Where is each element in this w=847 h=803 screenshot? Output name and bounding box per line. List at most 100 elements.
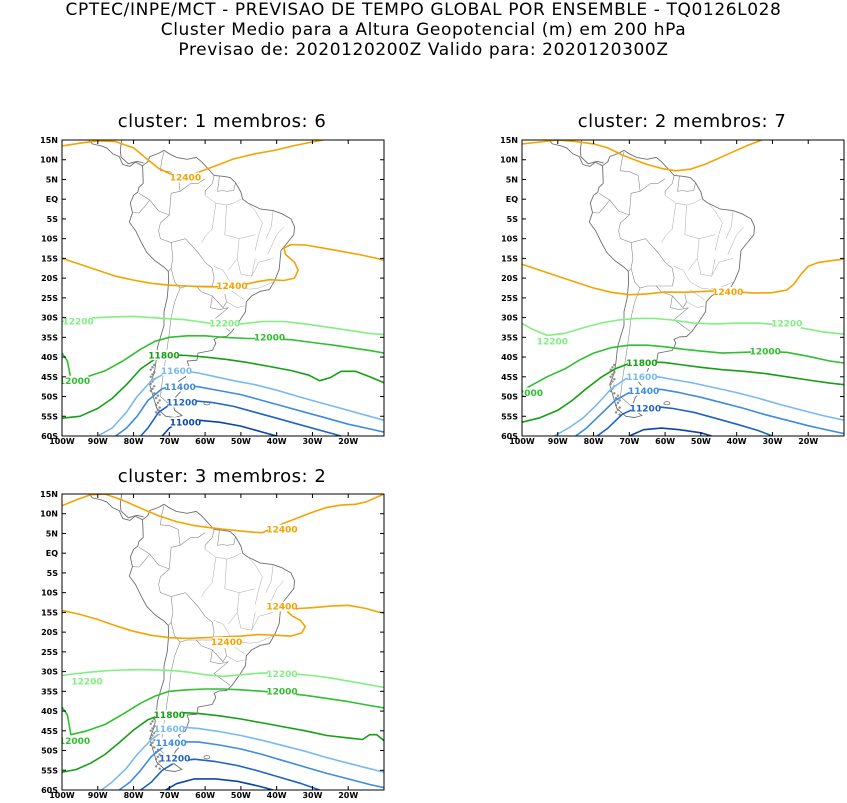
island-dot [611,380,614,383]
contour-label-bg [627,371,656,382]
island-dot [158,406,161,409]
lat-tick-label: 50S [41,747,58,756]
state-border [673,266,691,283]
island-dot [149,375,152,378]
state-border [251,258,274,277]
lon-tick-label: 30W [302,791,322,800]
contour-label-bg [217,281,246,292]
island-dot [154,758,158,761]
state-border [247,202,263,251]
lat-tick-label: 5S [507,215,519,224]
island-dot [153,370,156,374]
lat-tick-label: 40S [41,353,58,362]
lon-tick-label: 20W [338,437,358,446]
island-dot [158,413,161,416]
lat-tick-label: 50S [41,393,58,402]
contour-label-bg [171,417,200,428]
island-dot [151,727,154,730]
contour-label: 11800 [148,351,179,361]
panel-3-svg: 12400 12400 12400 12200 12200 12000 12000 11800… [40,490,385,800]
country-border [160,505,206,546]
contour-label: 11600 [626,373,657,383]
island-dot [158,760,161,763]
country-border [592,199,610,214]
state-border [237,238,256,277]
island-dot [151,734,154,737]
lat-tick-label: 40S [501,353,518,362]
country-border [132,199,150,214]
contour-11000 [161,419,277,436]
state-border [228,612,238,625]
lat-tick-label: 60S [41,786,58,795]
contour-11200 [140,758,320,790]
contour-label: 11800 [626,359,657,369]
country-border [138,191,181,216]
contour-label: 12400 [712,288,743,298]
country-border [630,268,673,289]
state-border [690,281,734,290]
contour-12200 [62,668,384,689]
state-border [213,266,231,283]
lat-tick-label: 55S [501,412,518,421]
island-dot [153,739,156,742]
island-dot [149,368,152,371]
country-border [664,175,675,196]
island-dot [156,408,160,412]
lat-tick-label: 35S [501,333,518,342]
lat-tick-label: 10S [41,235,58,244]
lon-tick-label: 40W [267,437,287,446]
island-dot [156,762,160,766]
lat-tick-label: 20S [41,274,58,283]
island-dot [613,363,616,367]
lat-tick-label: 10N [500,156,518,165]
island-dot [153,385,156,388]
state-border [204,549,242,560]
island-dot [613,392,616,395]
map-content: 12400 12400 12400 12200 12200 12000 12000 11800… [62,494,384,790]
state-border [226,301,245,308]
lon-tick-label: 80W [584,437,604,446]
panel-2-title: cluster: 2 membros: 7 [577,111,787,132]
lat-tick-label: 45S [41,727,58,736]
island-dot [156,401,160,405]
coastline-central-america [548,140,603,167]
country-border [204,529,215,550]
island-dot [154,411,158,414]
lon-tick-label: 30W [762,437,782,446]
state-border [727,226,744,255]
lon-tick-label: 90W [548,437,568,446]
contour-label-bg [268,601,297,612]
coastline [588,149,756,418]
island-dot [154,765,158,768]
contour-11000 [628,427,712,436]
contour-12400 [62,604,384,640]
falkland-islands [663,401,671,406]
panel-3-title: cluster: 3 membros: 2 [117,466,327,487]
contour-label: 11400 [164,383,195,393]
contour-label: 11600 [154,725,185,735]
lat-tick-label: 15S [501,254,518,263]
lon-tick-label: 40W [727,437,747,446]
lon-tick-label: 60W [195,791,215,800]
contour-label: 12400 [170,174,201,184]
lon-tick-label: 80W [124,437,144,446]
contour-label-bg [268,686,297,697]
lon-tick-label: 100W [509,437,535,446]
country-border [217,176,236,192]
contour-label-bg [160,753,189,764]
contour-label-bg [751,346,780,357]
island-dot [149,382,152,386]
island-dot [149,729,152,732]
lat-tick-label: 20S [41,628,58,637]
contour-label-bg [162,365,191,376]
island-dot [149,389,152,393]
coastline-central-america-north [579,140,604,165]
coastline-central-america-north [119,494,144,519]
contour-11800 [62,353,384,419]
island-dot [611,366,614,369]
map-content: 12400 12400 12200 12200 12000 12000 11800 11600… [62,140,384,436]
island-dot [151,720,154,723]
contour-label: 12000 [750,347,781,357]
lat-tick-label: EQ [506,195,518,204]
lat-tick-label: 5S [47,215,59,224]
